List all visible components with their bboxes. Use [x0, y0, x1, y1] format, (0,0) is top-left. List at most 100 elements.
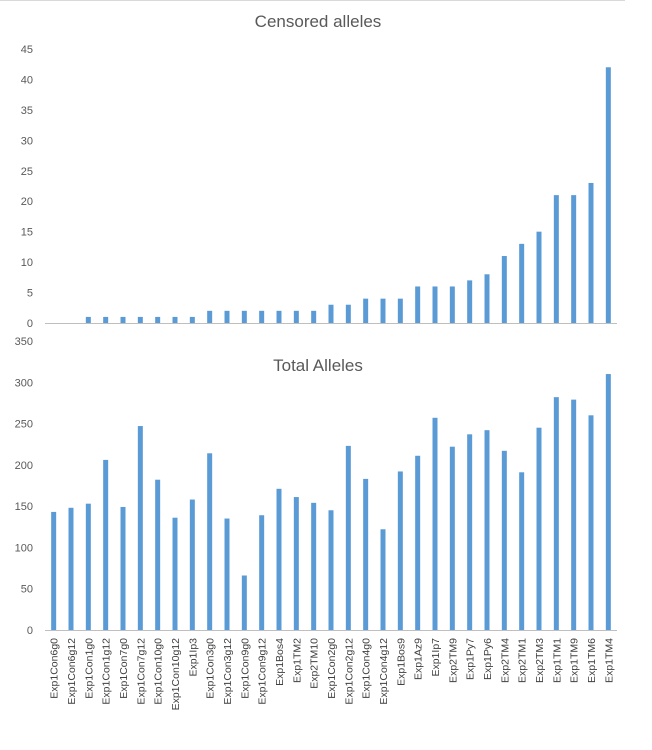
category-label-exp1py6: Exp1Py6 — [482, 638, 494, 680]
category-label-exp1con6g0: Exp1Con6g0 — [49, 638, 61, 699]
chart-title-total: Total Alleles — [273, 356, 363, 375]
total-bar-exp1py6 — [484, 430, 490, 630]
category-label-exp1tm2: Exp1TM2 — [291, 638, 303, 683]
category-label-exp2tm10: Exp2TM10 — [309, 638, 321, 689]
total-bar-exp1con9g12 — [259, 515, 265, 630]
category-label-exp1ip7: Exp1Ip7 — [430, 638, 442, 677]
total-y-tick-label: 100 — [15, 542, 33, 554]
category-label-exp1con9g12: Exp1Con9g12 — [257, 638, 269, 705]
total-bar-exp1con4g12 — [380, 529, 386, 630]
total-bar-exp1bos9 — [397, 471, 403, 630]
censored-bar-exp1con4g0 — [363, 298, 369, 323]
censored-bar-exp1con2g12 — [345, 304, 351, 323]
censored-bar-exp2tm1 — [519, 243, 525, 323]
total-y-tick-label: 350 — [15, 336, 33, 348]
total-bar-exp2tm4 — [501, 450, 507, 630]
total-bar-exp1con6g12 — [68, 507, 74, 630]
category-label-exp2tm4: Exp2TM4 — [499, 638, 511, 683]
total-y-tick-label: 0 — [27, 625, 33, 637]
censored-bar-exp1con1g0 — [85, 316, 91, 323]
total-y-tick-label: 50 — [21, 584, 33, 596]
censored-bar-exp1ip3 — [189, 316, 195, 323]
censored-y-tick-label: 30 — [21, 135, 33, 147]
category-label-exp1con7g0: Exp1Con7g0 — [118, 638, 130, 699]
total-bar-exp1tm2 — [293, 497, 299, 630]
total-bar-exp1tm9 — [571, 399, 577, 630]
total-bar-exp1ip7 — [432, 417, 438, 630]
total-y-tick-label: 200 — [15, 460, 33, 472]
total-bar-exp2tm3 — [536, 427, 542, 630]
total-bar-exp1con4g0 — [363, 478, 369, 630]
category-label-exp1tm4: Exp1TM4 — [603, 638, 615, 683]
censored-bar-exp1tm4 — [605, 67, 611, 324]
censored-bar-exp1con10g0 — [155, 316, 161, 323]
censored-y-tick-label: 45 — [21, 44, 33, 56]
total-bar-exp1tm1 — [553, 397, 559, 630]
total-bar-exp2tm9 — [449, 446, 455, 630]
category-label-exp1con2g12: Exp1Con2g12 — [343, 638, 355, 705]
censored-bar-exp1ip7 — [432, 286, 438, 323]
censored-bar-exp1con10g12 — [172, 316, 178, 323]
category-label-exp2tm9: Exp2TM9 — [447, 638, 459, 683]
censored-y-tick-label: 5 — [27, 288, 33, 300]
total-alleles-chart: 0 50 100 150 200 250 300 350 — [15, 336, 617, 637]
total-bar-exp1con9g0 — [241, 575, 247, 630]
censored-bar-exp2tm9 — [449, 286, 455, 323]
total-bar-exp1con7g12 — [137, 426, 143, 630]
total-bar-exp1az9 — [415, 455, 421, 630]
total-bar-exp2tm10 — [311, 502, 317, 630]
category-label-exp1con4g0: Exp1Con4g0 — [361, 638, 373, 699]
censored-alleles-chart: 0 5 10 15 20 25 30 35 40 45 — [21, 44, 617, 330]
censored-bar-exp1con4g12 — [380, 298, 386, 323]
category-label-exp1con10g12: Exp1Con10g12 — [170, 638, 182, 711]
chart-title-censored: Censored alleles — [255, 12, 382, 31]
category-label-exp1py7: Exp1Py7 — [465, 638, 477, 680]
category-label-exp1con2g0: Exp1Con2g0 — [326, 638, 338, 699]
censored-y-tick-label: 25 — [21, 166, 33, 178]
category-label-exp1con6g12: Exp1Con6g12 — [66, 638, 78, 705]
category-label-exp1con10g0: Exp1Con10g0 — [153, 638, 165, 705]
censored-bar-exp2tm10 — [311, 310, 317, 323]
total-bar-exp2tm1 — [519, 472, 525, 630]
category-label-exp1tm6: Exp1TM6 — [586, 638, 598, 683]
category-label-exp2tm1: Exp2TM1 — [517, 638, 529, 683]
censored-bar-exp1con3g12 — [224, 310, 230, 323]
censored-bar-exp1con9g0 — [241, 310, 247, 323]
category-label-exp1con1g0: Exp1Con1g0 — [83, 638, 95, 699]
category-label-exp1bos9: Exp1Bos9 — [395, 638, 407, 686]
censored-bar-exp1con3g0 — [207, 310, 213, 323]
category-axis-labels: Exp1Con6g0 Exp1Con6g12 Exp1Con1g0 Exp1Con1g… — [49, 638, 616, 711]
total-bar-exp1con10g0 — [155, 479, 161, 630]
censored-y-tick-label: 10 — [21, 257, 33, 269]
total-bar-exp1con10g12 — [172, 517, 178, 630]
censored-bar-exp1az9 — [415, 286, 421, 323]
category-label-exp1con4g12: Exp1Con4g12 — [378, 638, 390, 705]
censored-bar-exp1con1g12 — [103, 316, 109, 323]
censored-bar-exp1tm1 — [553, 195, 559, 323]
total-bar-exp1ip3 — [189, 499, 195, 630]
censored-bar-exp1con9g12 — [259, 310, 265, 323]
total-bar-exp1bos4 — [276, 488, 282, 630]
total-bar-exp1tm6 — [588, 415, 594, 630]
censored-bar-exp1py7 — [467, 280, 473, 323]
censored-bar-exp1con7g12 — [137, 316, 143, 323]
censored-bar-exp1tm2 — [293, 310, 299, 323]
censored-y-tick-label: 0 — [27, 318, 33, 330]
censored-bar-exp1tm9 — [571, 195, 577, 323]
censored-y-tick-label: 20 — [21, 196, 33, 208]
total-bar-exp1con2g0 — [328, 510, 334, 630]
censored-y-tick-label: 40 — [21, 74, 33, 86]
category-label-exp1con3g0: Exp1Con3g0 — [205, 638, 217, 699]
censored-bar-exp1con2g0 — [328, 304, 334, 323]
total-bar-exp1con1g12 — [103, 459, 109, 630]
censored-bar-exp2tm3 — [536, 231, 542, 323]
category-label-exp1con3g12: Exp1Con3g12 — [222, 638, 234, 705]
censored-y-tick-label: 15 — [21, 227, 33, 239]
total-bar-exp1con6g0 — [51, 511, 57, 630]
category-label-exp2tm3: Exp2TM3 — [534, 638, 546, 683]
category-label-exp1tm1: Exp1TM1 — [551, 638, 563, 683]
censored-bar-exp1bos9 — [397, 298, 403, 323]
total-bar-exp1tm4 — [605, 374, 611, 630]
